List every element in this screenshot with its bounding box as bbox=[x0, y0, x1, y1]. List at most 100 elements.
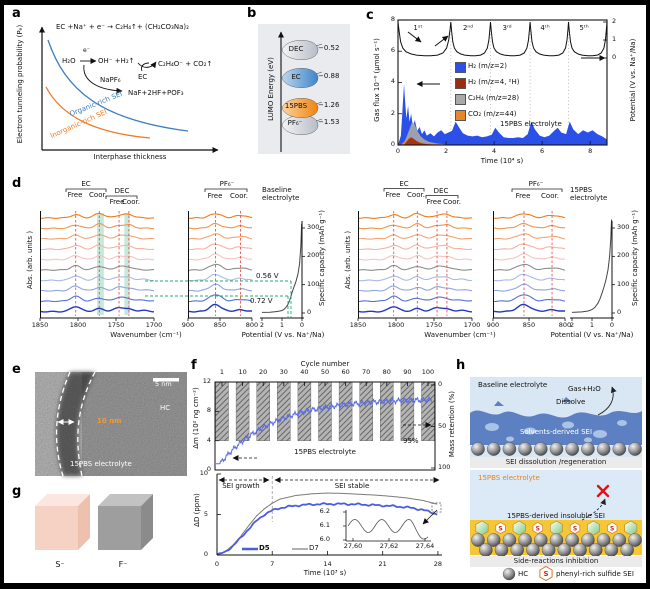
tick-label: Coor. bbox=[122, 198, 140, 206]
inset-pointer-arrow bbox=[422, 509, 438, 525]
tick-label: 0 bbox=[390, 140, 395, 148]
bracket bbox=[65, 188, 107, 192]
tick-label: 70 bbox=[362, 368, 371, 376]
fluorine-cube-top bbox=[98, 494, 153, 506]
wavenumber-xlabel-left: Wavenumber (cm⁻¹) bbox=[110, 331, 182, 339]
panel-a-plot bbox=[39, 26, 219, 153]
inorganic-sei-curve bbox=[45, 86, 151, 139]
legend-swatch bbox=[455, 110, 466, 121]
wavenumber-xlabel-right: Wavenumber (cm⁻¹) bbox=[424, 331, 496, 339]
tick-label: 0 bbox=[609, 321, 615, 329]
sei-void bbox=[617, 420, 627, 426]
spectrum-curve bbox=[358, 285, 473, 292]
sei-void bbox=[506, 436, 514, 442]
hc-sphere bbox=[620, 543, 634, 557]
tick-label: 200 bbox=[617, 251, 630, 260]
tem-electrolyte-label: 15PBS electrolyte bbox=[70, 460, 132, 468]
hc-sphere bbox=[612, 442, 627, 456]
spectrum-curve bbox=[39, 234, 155, 240]
tick-label: 2 bbox=[612, 17, 617, 25]
reaction-eq2-electron: e⁻ bbox=[83, 47, 90, 54]
group-label-ec: EC bbox=[399, 180, 409, 188]
tick-label: Free bbox=[109, 198, 125, 206]
spectrum-curve bbox=[39, 244, 155, 251]
legend-sulfide-label: phenyl-rich sulfide SEI bbox=[556, 570, 634, 578]
spectrum-curve bbox=[39, 264, 154, 271]
hc-sphere bbox=[596, 442, 611, 456]
tick-label: 50 bbox=[320, 368, 330, 376]
cube-label-s: S⁻ bbox=[55, 560, 65, 569]
tick-label: 1850 bbox=[31, 321, 49, 329]
group-label-pf6: PF₆⁻ bbox=[528, 180, 544, 188]
caption-sei-dissolution: SEI dissolution /regeneration bbox=[470, 457, 642, 468]
bracket bbox=[425, 195, 459, 199]
panel-label-e: e bbox=[12, 362, 21, 377]
tick-label: 1700 bbox=[463, 321, 481, 329]
spectrum-curve bbox=[188, 253, 252, 261]
group-label-ec: EC bbox=[81, 180, 91, 188]
panel-c-xlabel: Time (10⁴ s) bbox=[480, 157, 524, 165]
spectrum-curve bbox=[493, 253, 565, 261]
spectrum-curve bbox=[493, 294, 566, 303]
panel-label-d: d bbox=[12, 176, 22, 191]
qcm-note: 15PBS electrolyte bbox=[294, 448, 356, 456]
hc-sphere bbox=[628, 533, 642, 547]
spectrum-curve bbox=[40, 212, 155, 219]
reaction-eq2-h2o: H₂O bbox=[62, 57, 76, 65]
cycle-label: 2ⁿᵈ bbox=[462, 24, 474, 32]
tick-label: 5 bbox=[203, 509, 208, 518]
panel-label-h: h bbox=[456, 358, 466, 373]
tick-label: 2 bbox=[443, 147, 449, 155]
tick-label: 1 bbox=[589, 321, 595, 329]
spectrum-curve bbox=[358, 212, 473, 219]
highlight-band bbox=[97, 213, 104, 315]
gas-series bbox=[404, 137, 446, 145]
spectrum-curve bbox=[357, 275, 473, 282]
tick-label: 0 bbox=[299, 321, 305, 329]
cycle-bar bbox=[421, 381, 435, 441]
lumo-value-15pbs: −1.26 bbox=[318, 101, 340, 109]
spectrum-curve bbox=[187, 243, 253, 251]
cycle-number-axis-title: Cycle number bbox=[300, 360, 350, 368]
tick-label: 14 bbox=[323, 560, 332, 568]
capacity-curve bbox=[261, 223, 303, 313]
hc-sphere bbox=[612, 533, 627, 547]
hc-sphere bbox=[502, 533, 517, 547]
spectrum-curve bbox=[187, 233, 252, 240]
spectrum-curve bbox=[357, 244, 473, 251]
lumo-lobe-EC bbox=[281, 68, 319, 88]
hc-sphere bbox=[628, 442, 642, 456]
spectrum-curve bbox=[39, 306, 154, 313]
gas-series bbox=[402, 121, 456, 145]
hc-region bbox=[82, 372, 187, 476]
insoluble-sei-label: 15PBS-derived insoluble SEI bbox=[506, 512, 605, 520]
panel-c-plot bbox=[397, 19, 608, 146]
tick-label: 28 bbox=[433, 560, 443, 568]
tick-label: Free bbox=[207, 192, 223, 200]
tick-label: 6 bbox=[390, 46, 395, 55]
hc-sphere bbox=[518, 533, 532, 547]
tick-label: 0 bbox=[206, 465, 211, 473]
legend-label: H₂ (m/z=4, ²H) bbox=[468, 78, 520, 86]
tick-label: 1750 bbox=[425, 321, 443, 329]
spectrum-curve bbox=[357, 234, 473, 240]
spectrum-curve bbox=[188, 303, 252, 313]
sei-thickness-label: 10 nm bbox=[97, 417, 122, 425]
tick-label: 10 bbox=[238, 368, 247, 376]
hc-sphere bbox=[494, 543, 509, 557]
tick-label: 21 bbox=[378, 560, 387, 568]
legend-label: C₂H₄ (m/z=28) bbox=[468, 94, 520, 102]
hc-sphere bbox=[471, 533, 485, 547]
tick-label: Coor. bbox=[541, 192, 559, 200]
ftir-15pbs-pf6-region bbox=[492, 211, 566, 321]
panel-label-f: f bbox=[191, 358, 197, 373]
gas-h2o-label: Gas+H₂O bbox=[568, 385, 601, 393]
organic-sei-curve bbox=[47, 39, 189, 132]
sei-void bbox=[562, 421, 574, 429]
reaction-eq2-products: C₂H₄O⁻ + CO₂↑ bbox=[158, 60, 213, 68]
voltage-annotation-072: 0.72 V bbox=[250, 297, 273, 305]
tick-label: 40 bbox=[300, 368, 309, 376]
spectrum-curve bbox=[358, 254, 473, 261]
cycle-bar bbox=[318, 381, 332, 441]
highlight-band bbox=[124, 213, 130, 315]
